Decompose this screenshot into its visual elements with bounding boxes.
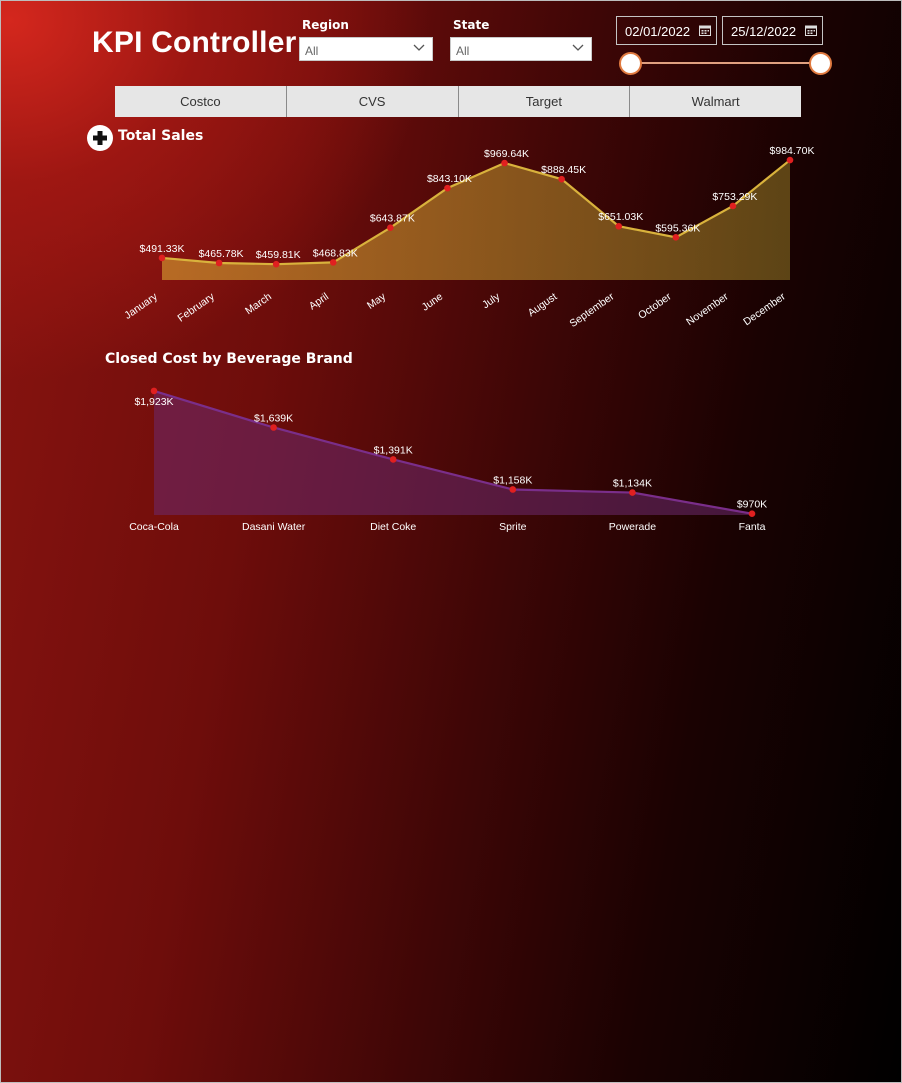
date-range-start-handle[interactable] — [619, 52, 642, 75]
plus-circle-icon[interactable] — [86, 124, 114, 152]
date-end-value: 25/12/2022 — [731, 24, 797, 39]
date-range-end-handle[interactable] — [809, 52, 832, 75]
date-range-slider-track[interactable] — [630, 62, 820, 64]
page-title: KPI Controller — [92, 26, 297, 59]
state-value: All — [456, 44, 470, 58]
region-value: All — [305, 44, 319, 58]
region-label: Region — [302, 18, 349, 32]
date-start-input[interactable]: 02/01/2022 — [616, 16, 717, 45]
tab-cvs[interactable]: CVS — [286, 86, 459, 117]
date-end-input[interactable]: 25/12/2022 — [722, 16, 823, 45]
state-label: State — [453, 18, 490, 32]
tab-target[interactable]: Target — [458, 86, 631, 117]
date-start-value: 02/01/2022 — [625, 24, 691, 39]
tab-costco[interactable]: Costco — [115, 86, 287, 117]
chevron-down-icon — [413, 44, 425, 51]
retailer-tabs: Costco CVS Target Walmart — [115, 86, 801, 117]
calendar-icon[interactable] — [699, 25, 711, 36]
total-sales-title: Total Sales — [118, 128, 204, 144]
calendar-icon[interactable] — [805, 25, 817, 36]
region-dropdown[interactable]: All — [299, 37, 433, 61]
chevron-down-icon — [572, 44, 584, 51]
tab-walmart[interactable]: Walmart — [630, 86, 801, 117]
closed-cost-title: Closed Cost by Beverage Brand — [105, 351, 353, 367]
state-dropdown[interactable]: All — [450, 37, 592, 61]
